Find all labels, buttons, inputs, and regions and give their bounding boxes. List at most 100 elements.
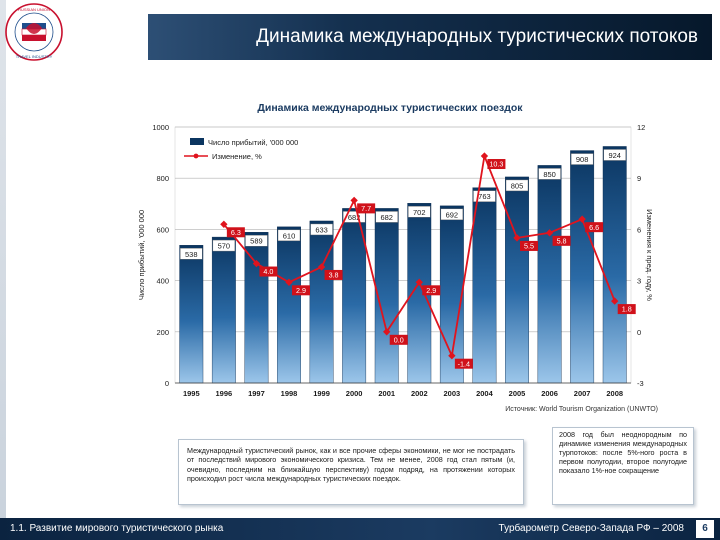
bar-value-label: 805 — [511, 181, 524, 190]
x-tick-label: 2000 — [346, 389, 363, 398]
y-tick-label: 800 — [156, 174, 169, 183]
change-value-box — [520, 240, 538, 251]
bar-value-box — [408, 206, 431, 218]
y-axis-label: Число прибытий, '000 000 — [137, 210, 146, 300]
bar-value-label: 702 — [413, 208, 426, 217]
footer-report-label: Турбарометр Северо-Запада РФ – 2008 — [498, 523, 684, 534]
bar-value-label: 850 — [543, 170, 556, 179]
bar — [472, 187, 497, 384]
change-point — [383, 328, 391, 336]
x-tick-label: 2003 — [444, 389, 461, 398]
bar-value-box — [375, 211, 398, 223]
bar-value-label: 633 — [315, 225, 328, 234]
bar-value-label: 589 — [250, 237, 263, 246]
page-number: 6 — [696, 520, 714, 538]
chart-source: Источник: World Tourism Organization (UN… — [505, 406, 658, 413]
change-value-box — [357, 203, 376, 214]
y2-tick-label: 6 — [637, 225, 641, 234]
bar — [179, 245, 204, 384]
bar — [570, 150, 595, 384]
legend-line-label: Изменение, % — [212, 152, 262, 161]
change-point — [252, 259, 261, 268]
bar-value-label: 908 — [576, 155, 589, 164]
bar-value-label: 570 — [218, 242, 231, 251]
change-point — [415, 278, 423, 286]
y-tick-label: 200 — [156, 328, 169, 337]
y-tick-label: 1000 — [152, 123, 169, 132]
change-point — [578, 215, 586, 223]
x-tick-label: 2007 — [574, 389, 591, 398]
svg-text:TRAVEL INDUSTRY: TRAVEL INDUSTRY — [16, 54, 53, 59]
chart-title: Динамика международных туристических пое… — [257, 102, 523, 114]
y2-tick-label: 12 — [637, 123, 645, 132]
x-tick-label: 1996 — [216, 389, 233, 398]
change-point — [285, 278, 293, 286]
change-point — [350, 196, 358, 205]
legend-line-marker — [193, 153, 199, 159]
bar-value-box — [212, 239, 236, 252]
bar-value-box — [277, 229, 301, 242]
legend-bar-swatch — [190, 138, 204, 145]
bar-value-box — [310, 223, 333, 236]
change-value-label: 10.3 — [489, 160, 503, 169]
change-value-label: 2.9 — [296, 286, 306, 295]
bar-value-label: 763 — [478, 192, 491, 201]
y-tick-label: 600 — [156, 225, 169, 234]
x-tick-label: 1999 — [313, 389, 330, 398]
bar-value-label: 682 — [380, 213, 393, 222]
bar-value-label: 692 — [446, 210, 459, 219]
change-value-box — [585, 222, 604, 233]
x-tick-label: 1995 — [183, 389, 200, 398]
y2-tick-label: 9 — [637, 174, 641, 183]
change-value-label: 6.3 — [231, 228, 241, 237]
bar — [602, 146, 627, 384]
footer-section-label: 1.1. Развитие мирового туристического ры… — [10, 523, 224, 534]
svg-text:RUSSIAN UNION: RUSSIAN UNION — [18, 7, 50, 12]
x-tick-label: 2004 — [476, 389, 494, 398]
x-tick-label: 2008 — [606, 389, 623, 398]
change-value-box — [292, 285, 310, 296]
y-tick-label: 0 — [165, 379, 169, 388]
bar-value-box — [538, 168, 561, 180]
change-value-box — [324, 269, 343, 280]
change-value-label: 4.0 — [263, 267, 273, 276]
change-value-box — [422, 285, 441, 296]
bar-value-box — [570, 153, 594, 165]
bar — [309, 220, 334, 384]
change-value-label: 2.9 — [426, 286, 436, 295]
title-bar: Динамика международных туристических пот… — [148, 14, 712, 60]
bar-value-box — [473, 190, 496, 202]
page-title: Динамика международных туристических пот… — [256, 26, 698, 47]
note-text: 2008 год был неоднородным по динамике из… — [559, 430, 687, 475]
change-value-label: 7.7 — [361, 204, 371, 213]
left-sidebar-strip — [0, 0, 6, 540]
change-value-box — [617, 304, 636, 315]
change-point — [317, 263, 326, 271]
y2-tick-label: 3 — [637, 277, 641, 286]
bar-value-label: 682 — [348, 213, 361, 222]
change-value-label: 1.8 — [622, 305, 632, 314]
change-point — [448, 352, 456, 360]
change-value-label: 0.0 — [394, 335, 404, 344]
change-value-label: -1.4 — [458, 359, 470, 368]
x-tick-label: 2001 — [378, 389, 395, 398]
y2-tick-label: 0 — [637, 328, 641, 337]
footer-bar: 1.1. Развитие мирового туристического ры… — [0, 518, 720, 540]
bar-value-label: 538 — [185, 250, 198, 259]
x-tick-label: 2006 — [541, 389, 558, 398]
tourism-chart: Динамика международных туристических пое… — [137, 102, 658, 413]
change-point — [545, 229, 554, 237]
bar-value-box — [603, 149, 626, 161]
bar — [277, 226, 301, 384]
change-value-box — [454, 358, 473, 369]
change-value-label: 5.8 — [557, 236, 567, 245]
y2-tick-label: -3 — [637, 379, 644, 388]
chart-legend: Число прибытий, '000 000 Изменение, % — [184, 138, 298, 161]
change-value-box — [259, 266, 278, 277]
x-tick-label: 1998 — [281, 389, 298, 398]
bar — [537, 165, 562, 384]
change-value-box — [487, 159, 506, 170]
change-value-box — [226, 227, 245, 238]
change-value-box — [552, 235, 571, 246]
bar-value-box — [505, 179, 529, 192]
